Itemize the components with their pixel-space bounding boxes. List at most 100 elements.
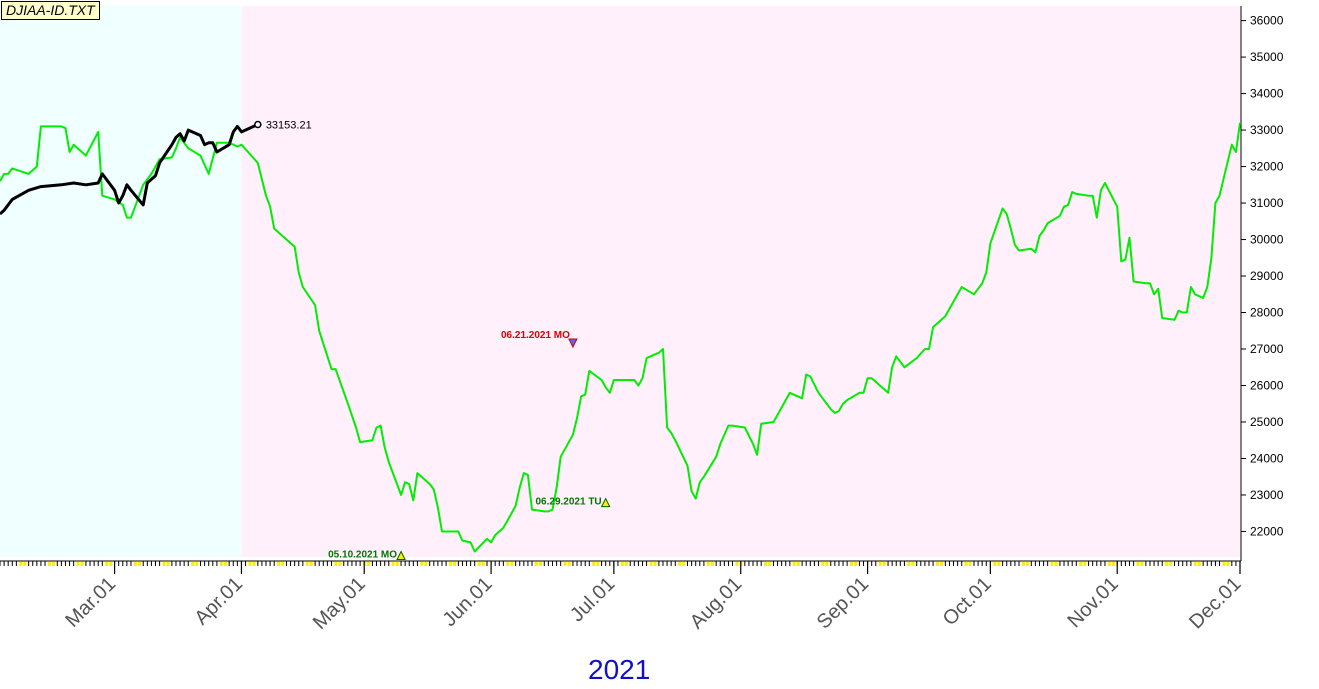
x-axis: Mar.01 Apr.01 May.01 Jun.01 Jul.01 Aug.01 Sep.… xyxy=(0,560,1246,634)
x-weekend-mark xyxy=(1197,562,1201,566)
x-weekend-mark xyxy=(23,562,27,566)
black-series-line xyxy=(0,123,259,216)
file-label: DJIAA-ID.TXT xyxy=(1,1,100,20)
x-weekend-mark xyxy=(735,562,739,566)
x-weekend-mark xyxy=(395,562,399,566)
y-tick-label: 26000 xyxy=(1250,378,1284,392)
annotation-label: 06.29.2021 TU xyxy=(536,497,602,508)
y-tick-label: 36000 xyxy=(1250,14,1284,28)
background-region-1 xyxy=(241,6,1240,557)
y-axis: 22000 23000 24000 25000 26000 27000 28000 29000… xyxy=(1240,6,1284,561)
x-weekend-mark xyxy=(882,562,886,566)
x-weekend-mark xyxy=(538,562,542,566)
x-tick-label: Apr.01 xyxy=(191,573,247,629)
x-weekend-mark xyxy=(52,562,56,566)
x-tick-label: Dec.01 xyxy=(1185,573,1245,633)
x-weekend-mark xyxy=(1169,562,1173,566)
y-tick-label: 27000 xyxy=(1250,342,1284,356)
annotations: 06.21.2021 MO 05.10.2021 MO 06.29.2021 TU xyxy=(328,330,611,561)
x-weekend-mark xyxy=(850,562,854,566)
x-tick-label: Jul.01 xyxy=(566,573,619,626)
x-weekend-mark xyxy=(563,562,567,566)
x-weekend-mark xyxy=(907,562,911,566)
x-weekend-mark xyxy=(248,562,252,566)
x-tick-label: Aug.01 xyxy=(686,573,746,633)
y-tick-label: 34000 xyxy=(1250,87,1284,101)
background-regions xyxy=(0,6,1240,557)
x-weekend-mark xyxy=(105,562,109,566)
x-weekend-mark xyxy=(223,562,227,566)
x-weekend-mark xyxy=(1025,562,1029,566)
y-tick-label: 32000 xyxy=(1250,160,1284,174)
x-weekend-mark xyxy=(367,562,371,566)
x-weekend-mark xyxy=(1083,562,1087,566)
x-weekend-mark xyxy=(219,562,223,566)
x-tick-label: Mar.01 xyxy=(61,573,120,632)
x-weekend-mark xyxy=(649,562,653,566)
x-weekend-mark xyxy=(424,562,428,566)
x-weekend-mark xyxy=(133,562,137,566)
x-weekend-mark xyxy=(162,562,166,566)
x-tick-label: Sep.01 xyxy=(813,573,873,633)
x-weekend-mark xyxy=(1222,562,1226,566)
last-value-marker xyxy=(254,120,262,129)
plot-area: 33153.21 xyxy=(0,119,1241,553)
x-weekend-mark xyxy=(678,562,682,566)
x-weekend-mark xyxy=(47,562,51,566)
x-weekend-mark xyxy=(477,562,481,566)
green-series-line xyxy=(0,122,1241,553)
x-weekend-mark xyxy=(309,562,313,566)
x-weekend-mark xyxy=(682,562,686,566)
x-weekend-mark xyxy=(195,562,199,566)
x-weekend-mark xyxy=(821,562,825,566)
y-tick-label: 24000 xyxy=(1250,451,1284,465)
y-tick-label: 29000 xyxy=(1250,269,1284,283)
x-weekend-mark xyxy=(1050,562,1054,566)
x-weekend-mark xyxy=(878,562,882,566)
x-weekend-mark xyxy=(768,562,772,566)
x-weekend-mark xyxy=(1136,562,1140,566)
x-weekend-mark xyxy=(166,562,170,566)
y-tick-label: 35000 xyxy=(1250,50,1284,64)
x-weekend-mark xyxy=(624,562,628,566)
x-weekend-mark xyxy=(596,562,600,566)
annotation-label: 05.10.2021 MO xyxy=(328,550,397,561)
y-tick-label: 28000 xyxy=(1250,306,1284,320)
x-tick-label: May.01 xyxy=(309,573,370,634)
x-weekend-mark xyxy=(1111,562,1115,566)
x-weekend-mark xyxy=(792,562,796,566)
x-weekend-mark xyxy=(1079,562,1083,566)
x-weekend-mark xyxy=(80,562,84,566)
up-arrow-icon xyxy=(600,497,611,508)
x-weekend-mark xyxy=(19,562,23,566)
x-weekend-mark xyxy=(277,562,281,566)
x-weekend-mark xyxy=(940,562,944,566)
x-weekend-mark xyxy=(1193,562,1197,566)
x-weekend-mark xyxy=(338,562,342,566)
y-tick-label: 33000 xyxy=(1250,123,1284,137)
x-weekend-mark xyxy=(1165,562,1169,566)
x-tick-label: Jun.01 xyxy=(439,573,497,631)
x-weekend-mark xyxy=(935,562,939,566)
x-weekend-mark xyxy=(305,562,309,566)
x-weekend-mark xyxy=(592,562,596,566)
x-weekend-mark xyxy=(854,562,858,566)
x-weekend-mark xyxy=(567,562,571,566)
year-label: 2021 xyxy=(588,654,651,685)
x-tick-label: Oct.01 xyxy=(939,573,996,630)
x-weekend-mark xyxy=(620,562,624,566)
y-tick-label: 22000 xyxy=(1250,524,1284,538)
x-weekend-mark xyxy=(653,562,657,566)
x-weekend-mark xyxy=(1140,562,1144,566)
x-weekend-mark xyxy=(993,562,997,566)
background-region-0 xyxy=(0,6,242,557)
x-weekend-mark xyxy=(1054,562,1058,566)
x-tick-label: Nov.01 xyxy=(1063,573,1122,632)
y-tick-label: 30000 xyxy=(1250,233,1284,247)
y-tick-label: 25000 xyxy=(1250,415,1284,429)
x-weekend-mark xyxy=(534,562,538,566)
x-weekend-mark xyxy=(997,562,1001,566)
x-weekend-mark xyxy=(453,562,457,566)
x-weekend-mark xyxy=(911,562,915,566)
